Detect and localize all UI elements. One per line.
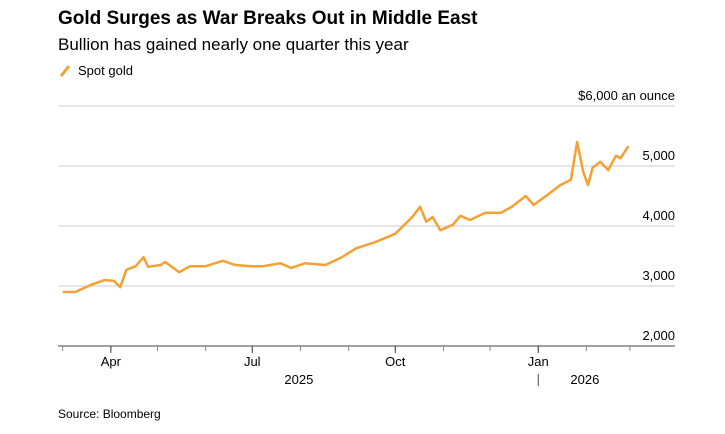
y-tick-label: 5,000	[642, 148, 675, 163]
y-tick-label: 2,000	[642, 328, 675, 343]
x-tick-label: Oct	[385, 354, 406, 369]
x-tick-label: Jul	[244, 354, 261, 369]
line-series	[62, 140, 630, 294]
y-tick-label: $6,000 an ounce	[578, 88, 675, 103]
year-label: 2025	[284, 372, 313, 387]
legend-swatch	[59, 65, 71, 77]
year-label: 2026	[570, 372, 599, 387]
legend-label: Spot gold	[78, 63, 133, 78]
chart-title: Gold Surges as War Breaks Out in Middle …	[58, 8, 478, 29]
x-tick-label: Jan	[528, 354, 549, 369]
y-tick-label: 3,000	[642, 268, 675, 283]
chart-subtitle: Bullion has gained nearly one quarter th…	[58, 35, 409, 54]
source: Source: Bloomberg	[58, 407, 161, 421]
x-tick-label: Apr	[101, 354, 122, 369]
y-tick-label: 4,000	[642, 208, 675, 223]
